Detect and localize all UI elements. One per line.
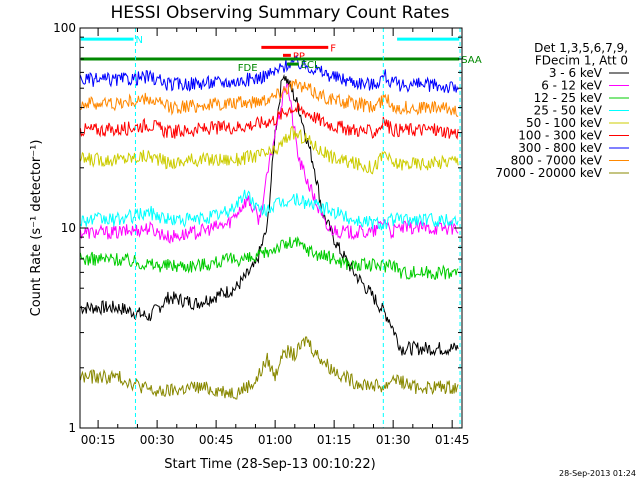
legend-label-50-100-kev: 50 - 100 keV — [526, 116, 603, 130]
x-tick-label-2: 00:45 — [199, 433, 234, 447]
x-axis-label: Start Time (28-Sep-13 00:10:22) — [164, 457, 375, 472]
flag-label-n: N — [136, 35, 143, 46]
legend-label-3-6-kev: 3 - 6 keV — [549, 66, 603, 80]
flag-label-fde: FDE — [238, 63, 258, 74]
series-line-300-800-kev — [79, 54, 459, 94]
legend-label-7000-20000-kev: 7000 - 20000 keV — [495, 166, 602, 180]
axis-layer: 00:15 00:30 00:45 01:00 01:15 01:30 01:45 1 10 10… — [53, 21, 469, 447]
series-layer — [79, 54, 459, 400]
series-line-12-25-kev — [79, 235, 459, 280]
legend-label-25-50-kev: 25 - 50 keV — [534, 104, 603, 118]
y-tick-label-2: 100 — [53, 21, 76, 35]
y-axis-label: Count Rate (s⁻¹ detector⁻¹) — [29, 140, 44, 317]
flag-label-pp: PP — [293, 51, 305, 62]
flag-label-saa: SAA — [461, 55, 482, 66]
x-tick-label-6: 01:45 — [435, 433, 470, 447]
timestamp: 28-Sep-2013 01:24 — [559, 469, 636, 478]
x-tick-label-1: 00:30 — [140, 433, 175, 447]
legend-header-1: FDecim 1, Att 0 — [535, 54, 628, 68]
series-line-100-300-kev — [79, 101, 459, 140]
legend-label-12-25-kev: 12 - 25 keV — [534, 91, 603, 105]
legend: Det 1,3,5,6,7,9,FDecim 1, Att 03 - 6 keV… — [495, 41, 629, 180]
series-line-25-50-kev — [80, 189, 459, 231]
y-tick-label-0: 1 — [68, 421, 76, 435]
flag-label-f: F — [330, 43, 336, 54]
legend-label-300-800-kev: 300 - 800 keV — [518, 141, 602, 155]
legend-header-0: Det 1,3,5,6,7,9, — [534, 41, 628, 55]
x-tick-label-5: 01:30 — [376, 433, 411, 447]
x-tick-label-0: 00:15 — [81, 433, 116, 447]
x-tick-label-3: 01:00 — [258, 433, 293, 447]
series-line-50-100-kev — [79, 125, 459, 175]
series-line-7000-20000-kev — [79, 336, 459, 400]
x-tick-label-4: 01:15 — [317, 433, 352, 447]
legend-label-100-300-kev: 100 - 300 keV — [518, 129, 602, 143]
chart-title: HESSI Observing Summary Count Rates — [110, 3, 449, 23]
series-line-6-12-kev — [79, 83, 459, 244]
legend-label-800-7000-kev: 800 - 7000 keV — [511, 154, 603, 168]
series-line-800-7000-kev — [80, 78, 459, 117]
legend-label-6-12-kev: 6 - 12 keV — [541, 79, 603, 93]
y-tick-label-1: 10 — [61, 221, 76, 235]
flag-label-ecl: ECL — [301, 60, 320, 71]
